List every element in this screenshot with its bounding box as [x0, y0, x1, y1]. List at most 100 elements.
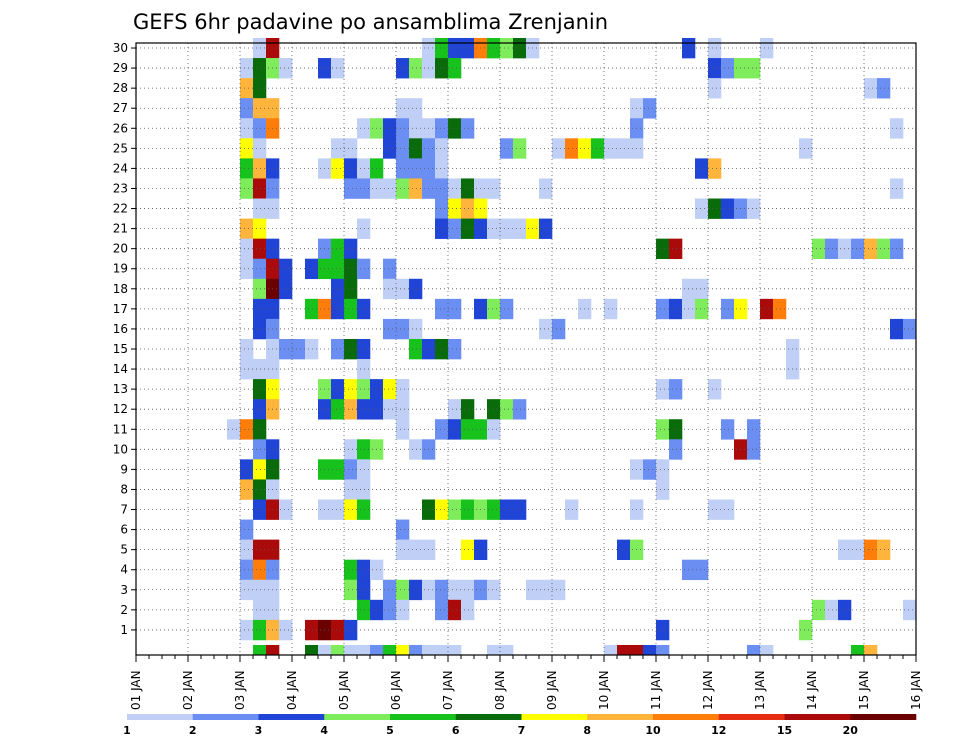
precip-cell: [448, 644, 462, 656]
precip-cell: [253, 499, 267, 520]
precip-cell: [539, 178, 553, 199]
y-tick-label: 7: [120, 503, 128, 517]
precip-cell: [383, 278, 397, 300]
precip-cell: [669, 379, 683, 400]
precip-cell: [435, 158, 449, 179]
precip-cell: [409, 644, 423, 656]
y-tick-label: 17: [113, 302, 128, 316]
precip-cell: [695, 559, 709, 581]
precip-cell: [396, 138, 410, 159]
precip-cell: [448, 198, 462, 219]
precip-cell: [500, 37, 514, 59]
x-tick-label: 10 JAN: [597, 670, 611, 710]
precip-cell: [656, 459, 670, 480]
colorbar-swatch: [127, 714, 194, 720]
precip-cell: [539, 579, 553, 601]
x-tick-label: 15 JAN: [857, 670, 871, 710]
precip-cell: [240, 58, 254, 79]
precip-cell: [240, 559, 254, 581]
precip-cell: [292, 338, 306, 360]
precip-cell: [344, 258, 358, 280]
precip-cell: [539, 318, 553, 340]
colorbar-swatch: [324, 714, 391, 720]
precip-cell: [760, 298, 774, 320]
chart-title: GEFS 6hr padavine po ansamblima Zrenjani…: [133, 10, 608, 34]
precip-cell: [513, 218, 527, 239]
precip-cell: [656, 238, 670, 260]
precip-cell: [240, 238, 254, 260]
y-tick-label: 13: [113, 382, 128, 396]
precip-cell: [487, 644, 501, 656]
precip-cell: [383, 318, 397, 340]
precip-cell: [253, 399, 267, 420]
precip-cell: [357, 399, 371, 420]
precip-cell: [656, 644, 670, 656]
y-tick-label: 20: [113, 242, 128, 256]
precip-cell: [487, 579, 501, 601]
precip-cell: [357, 359, 371, 380]
precip-cell: [669, 298, 683, 320]
precip-cell: [279, 619, 293, 641]
precip-cell: [487, 218, 501, 239]
precip-cell: [344, 399, 358, 420]
precip-cell: [357, 479, 371, 500]
precip-cell: [747, 419, 761, 440]
y-tick-label: 25: [113, 141, 128, 155]
precip-cell: [448, 599, 462, 621]
precip-cell: [669, 238, 683, 260]
precip-cell: [721, 198, 735, 219]
precip-cell: [344, 158, 358, 179]
precip-cell: [279, 278, 293, 300]
precip-cell: [318, 644, 332, 656]
precip-cell: [253, 138, 267, 159]
precip-cell: [747, 644, 761, 656]
precip-cell: [357, 644, 371, 656]
precip-cell: [240, 78, 254, 99]
colorbar-swatch: [718, 714, 785, 720]
precip-cell: [253, 78, 267, 99]
colorbar-swatch: [587, 714, 654, 720]
precip-cell: [253, 58, 267, 79]
x-tick-label: 13 JAN: [753, 670, 767, 710]
precip-cell: [617, 539, 631, 560]
precip-cell: [396, 318, 410, 340]
precip-cell: [617, 644, 631, 656]
precip-cell: [331, 459, 345, 480]
precip-cell: [344, 178, 358, 199]
precip-cell: [357, 499, 371, 520]
y-tick-label: 6: [120, 523, 128, 537]
precip-cell: [552, 318, 566, 340]
precip-cell: [253, 278, 267, 300]
precip-cell: [708, 158, 722, 179]
x-tick-label: 04 JAN: [285, 670, 299, 710]
precip-cell: [461, 499, 475, 520]
precip-cell: [903, 599, 917, 621]
precip-cell: [500, 499, 514, 520]
precip-cell: [513, 399, 527, 420]
precip-cell: [747, 58, 761, 79]
precip-cell: [253, 379, 267, 400]
colorbar-swatch: [653, 714, 720, 720]
colorbar-label: 5: [386, 724, 394, 737]
precip-cell: [357, 579, 371, 601]
y-tick-label: 2: [120, 603, 128, 617]
precip-cell: [448, 118, 462, 139]
precip-cell: [435, 118, 449, 139]
precip-cell: [643, 644, 657, 656]
precip-cell: [461, 399, 475, 420]
precip-cell: [825, 599, 839, 621]
precip-cell: [864, 238, 878, 260]
colorbar-label: 1: [123, 724, 131, 737]
precip-cell: [240, 258, 254, 280]
precip-cell: [357, 158, 371, 179]
precip-cell: [656, 479, 670, 500]
precip-cell: [877, 539, 891, 560]
precip-cell: [396, 399, 410, 420]
precip-cell: [708, 379, 722, 400]
colorbar-swatch: [258, 714, 325, 720]
precip-cell: [266, 644, 280, 656]
precip-cell: [357, 258, 371, 280]
y-tick-label: 10: [113, 442, 128, 456]
precip-cell: [240, 519, 254, 540]
